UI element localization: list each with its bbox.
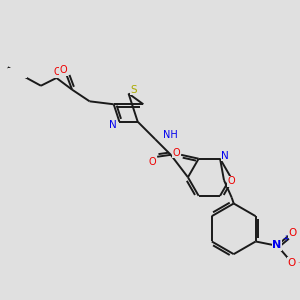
- Text: N: N: [109, 120, 116, 130]
- Text: O: O: [228, 176, 236, 186]
- Text: O: O: [289, 228, 297, 238]
- Text: ⁻: ⁻: [298, 260, 300, 269]
- Text: O: O: [148, 157, 156, 166]
- Text: O: O: [287, 258, 296, 268]
- Text: O: O: [59, 65, 67, 75]
- Text: O: O: [172, 148, 180, 158]
- Text: NH: NH: [163, 130, 178, 140]
- Text: N: N: [221, 151, 229, 161]
- Text: +: +: [282, 235, 288, 244]
- Text: N: N: [272, 240, 282, 250]
- Text: S: S: [130, 85, 137, 94]
- Text: O: O: [54, 67, 61, 77]
